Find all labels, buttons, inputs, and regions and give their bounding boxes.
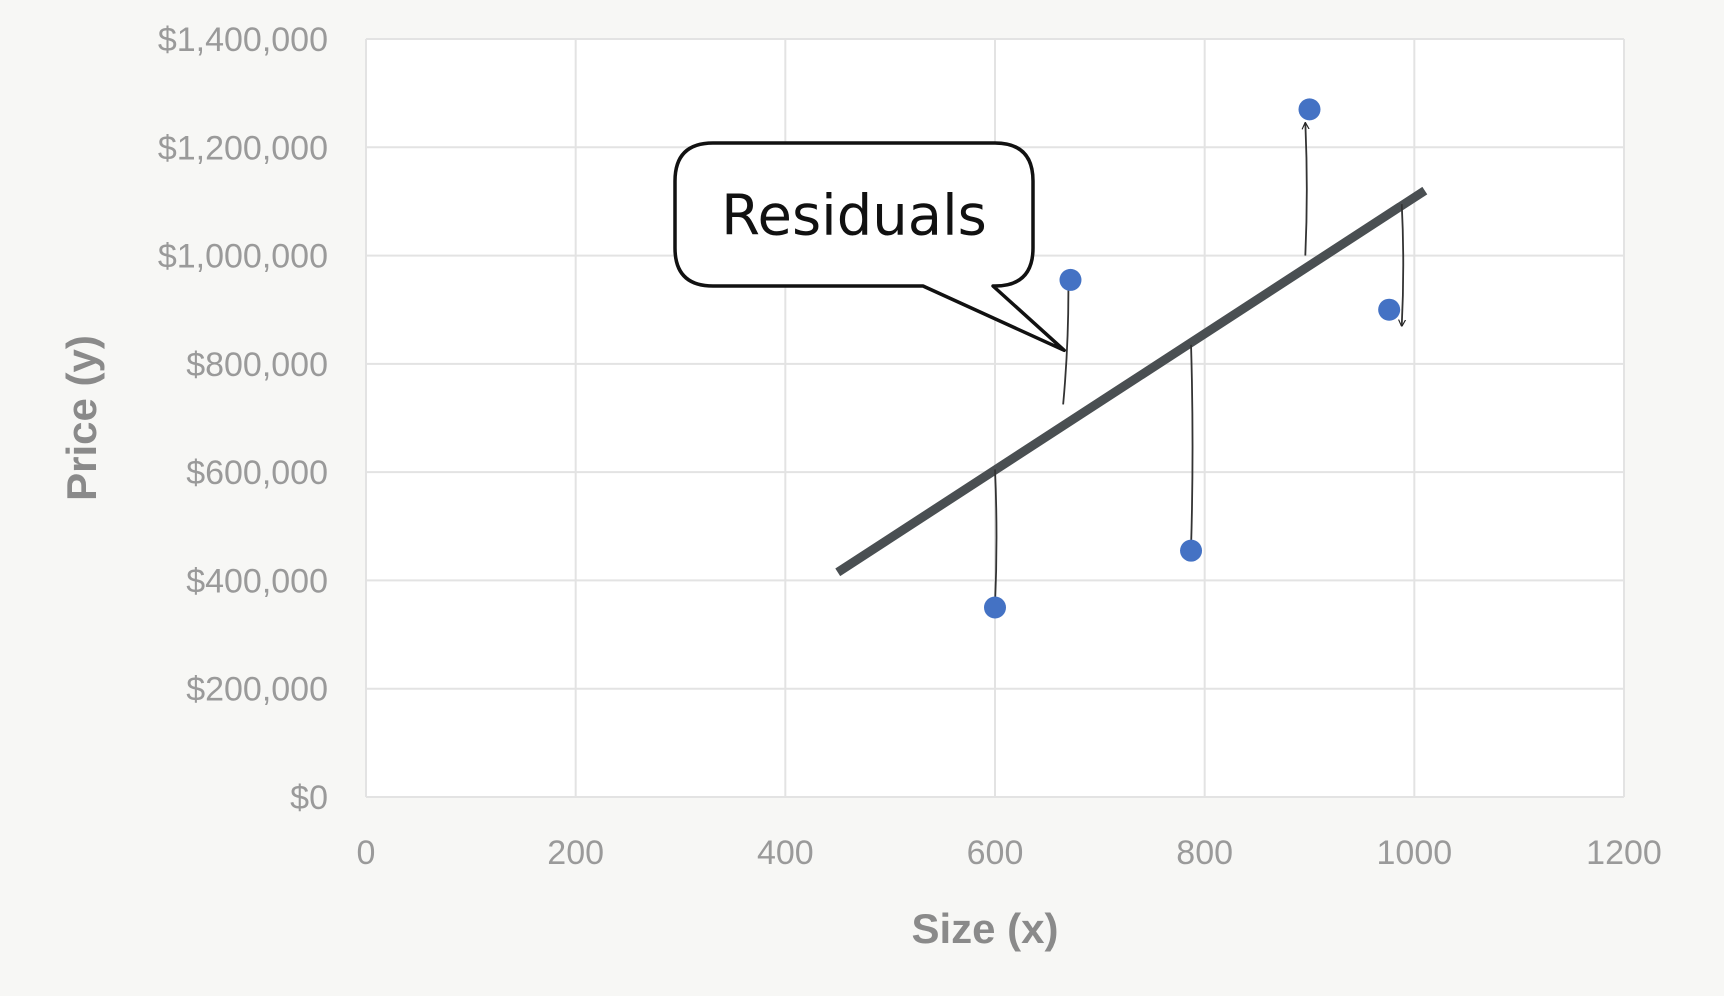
residual-arrow	[1402, 204, 1404, 326]
y-tick-label: $600,000	[186, 454, 328, 492]
callout-label: Residuals	[721, 184, 987, 249]
data-point	[1180, 539, 1203, 562]
y-tick-label: $1,000,000	[158, 238, 328, 276]
residual-arrow	[1062, 283, 1068, 405]
y-tick-label: $800,000	[186, 346, 328, 384]
data-point	[1378, 298, 1401, 321]
y-axis-title: Price (y)	[58, 335, 105, 501]
data-point	[984, 596, 1006, 619]
x-tick-label: 400	[757, 834, 814, 872]
y-tick-label: $200,000	[186, 671, 328, 709]
residual-arrow	[1191, 344, 1193, 548]
y-tick-label: $1,200,000	[158, 129, 328, 167]
x-tick-label: 1000	[1377, 834, 1453, 872]
callout-bubble	[673, 141, 1066, 353]
x-axis-title: Size (x)	[911, 905, 1058, 952]
y-tick-label: $0	[290, 779, 328, 817]
residual-arrow	[995, 469, 997, 604]
x-tick-label: 800	[1176, 834, 1233, 872]
x-tick-label: 1200	[1586, 834, 1662, 872]
regression-line	[835, 186, 1428, 577]
data-point	[1298, 98, 1321, 121]
data-point	[1059, 268, 1082, 291]
residual-arrow	[1305, 123, 1307, 256]
x-tick-label: 0	[357, 834, 376, 872]
x-tick-label: 600	[967, 834, 1024, 872]
y-tick-label: $1,400,000	[158, 21, 328, 59]
y-tick-label: $400,000	[186, 562, 328, 600]
x-tick-label: 200	[547, 834, 604, 872]
